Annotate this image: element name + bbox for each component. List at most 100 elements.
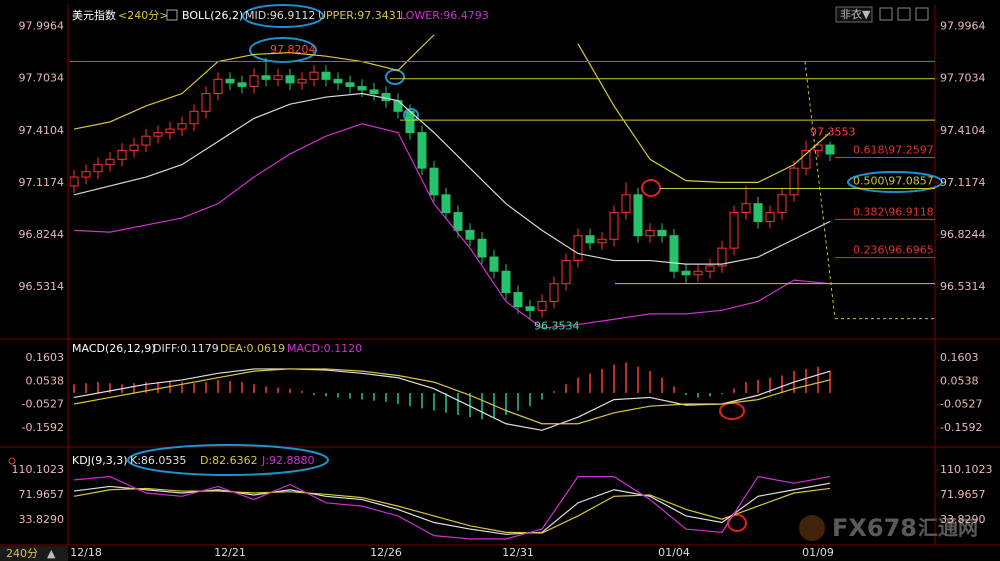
candle-body [309,71,319,80]
candle-body [429,167,439,196]
icon[interactable] [915,7,929,21]
candle-body [597,238,607,244]
icon[interactable] [166,9,178,21]
candle-body [117,149,127,160]
x-tick-label: 12/31 [502,546,534,559]
fib-label: 0.382\96.9118 [853,205,934,218]
legend-entry: LOWER:96.4793 [400,9,489,22]
y-tick-label: 33.8290 [940,513,986,526]
indicator-title: KDJ(9,3,3) [72,454,128,467]
period-bar[interactable] [0,546,68,561]
y-tick-label: -0.0527 [940,398,982,411]
period: <240分> [118,9,168,22]
legend-entry: DIFF:0.1179 [153,342,219,355]
candle-body [81,171,91,178]
candle-body [345,82,355,87]
candle-body [693,270,703,276]
candle-body [501,270,511,294]
watermark-logo [799,515,825,541]
candle-body [465,229,475,240]
period-label[interactable]: 240分 [6,547,38,560]
legend-entry: MID:96.9112 [245,9,315,22]
y-tick-label: 97.7034 [940,72,986,85]
candle-body [513,292,523,308]
candle-body [645,229,655,237]
icon[interactable] [8,457,16,465]
x-tick-label: 01/09 [802,546,834,559]
indicator-line [73,475,831,540]
candle-body [633,194,643,237]
candle-body [585,235,595,244]
candle-body [753,203,763,222]
button[interactable] [835,6,873,23]
y-tick-label: -0.1592 [22,421,64,434]
legend-entry: J:92.8880 [261,454,314,467]
y-tick-label: -0.1592 [940,421,982,434]
plot-area [73,475,831,540]
indicator-title: MACD(26,12,9) [72,342,156,355]
symbol: 美元指数 [72,8,116,22]
indicator-line [73,92,831,265]
y-tick-label: 96.8244 [940,228,986,241]
y-tick-label: 0.1603 [940,351,979,364]
candle-body [441,194,451,214]
candle-body [489,256,499,272]
candle-body [777,194,787,214]
candle-body [621,194,631,214]
candle-body [153,132,163,137]
y-tick-label: 97.7034 [19,72,65,85]
y-tick-label: 110.1023 [940,463,993,476]
candle-body [573,235,583,262]
indicator-line [73,368,831,425]
candle-body [285,75,295,84]
y-tick-label: 110.1023 [12,463,65,476]
button-label[interactable]: 非衣▼ [840,7,871,21]
candle-body [225,78,235,84]
candle-body [261,75,271,80]
candle-body [729,212,739,249]
candle-body [453,212,463,231]
candle-body [801,149,811,169]
y-tick-label: 0.0538 [940,374,979,387]
candle-body [237,82,247,87]
candle-body [213,78,223,95]
candle-body [549,283,559,302]
candle-body [477,238,487,258]
watermark: FX678 [832,514,917,542]
projection-line [804,61,836,319]
plot-area [70,34,835,329]
candle-body [765,212,775,222]
candle-body [393,100,403,112]
y-tick-label: 97.1174 [19,176,65,189]
y-tick-label: -0.0527 [22,398,64,411]
candle-body [297,78,307,84]
candle-body [273,75,283,80]
candle-body [141,135,151,146]
x-tick-label: 12/21 [214,546,246,559]
plot-area [73,362,831,431]
y-tick-label: 96.8244 [19,228,65,241]
x-tick-label: 12/26 [370,546,402,559]
candle-body [177,123,187,130]
candle-body [681,270,691,276]
icon[interactable] [879,7,893,21]
candle-body [705,265,715,272]
candle-body [129,144,139,151]
icon[interactable] [897,7,911,21]
candle-body [825,144,835,155]
annotation: 97.8204 [270,43,316,56]
candle-body [609,212,619,240]
legend-entry: UPPER:97.3431 [318,9,403,22]
period-arrow[interactable]: ▲ [47,547,56,560]
annotation: 96.3534 [534,320,580,333]
candle-body [525,306,535,311]
y-tick-label: 97.9964 [19,20,65,33]
indicator-title: BOLL(26,2) [182,9,243,22]
candle-body [357,85,367,91]
y-tick-label: 96.5314 [940,280,986,293]
x-tick-label: 12/18 [70,546,102,559]
annotation: 97.3553 [810,126,856,139]
legend-entry: MACD:0.1120 [287,342,362,355]
